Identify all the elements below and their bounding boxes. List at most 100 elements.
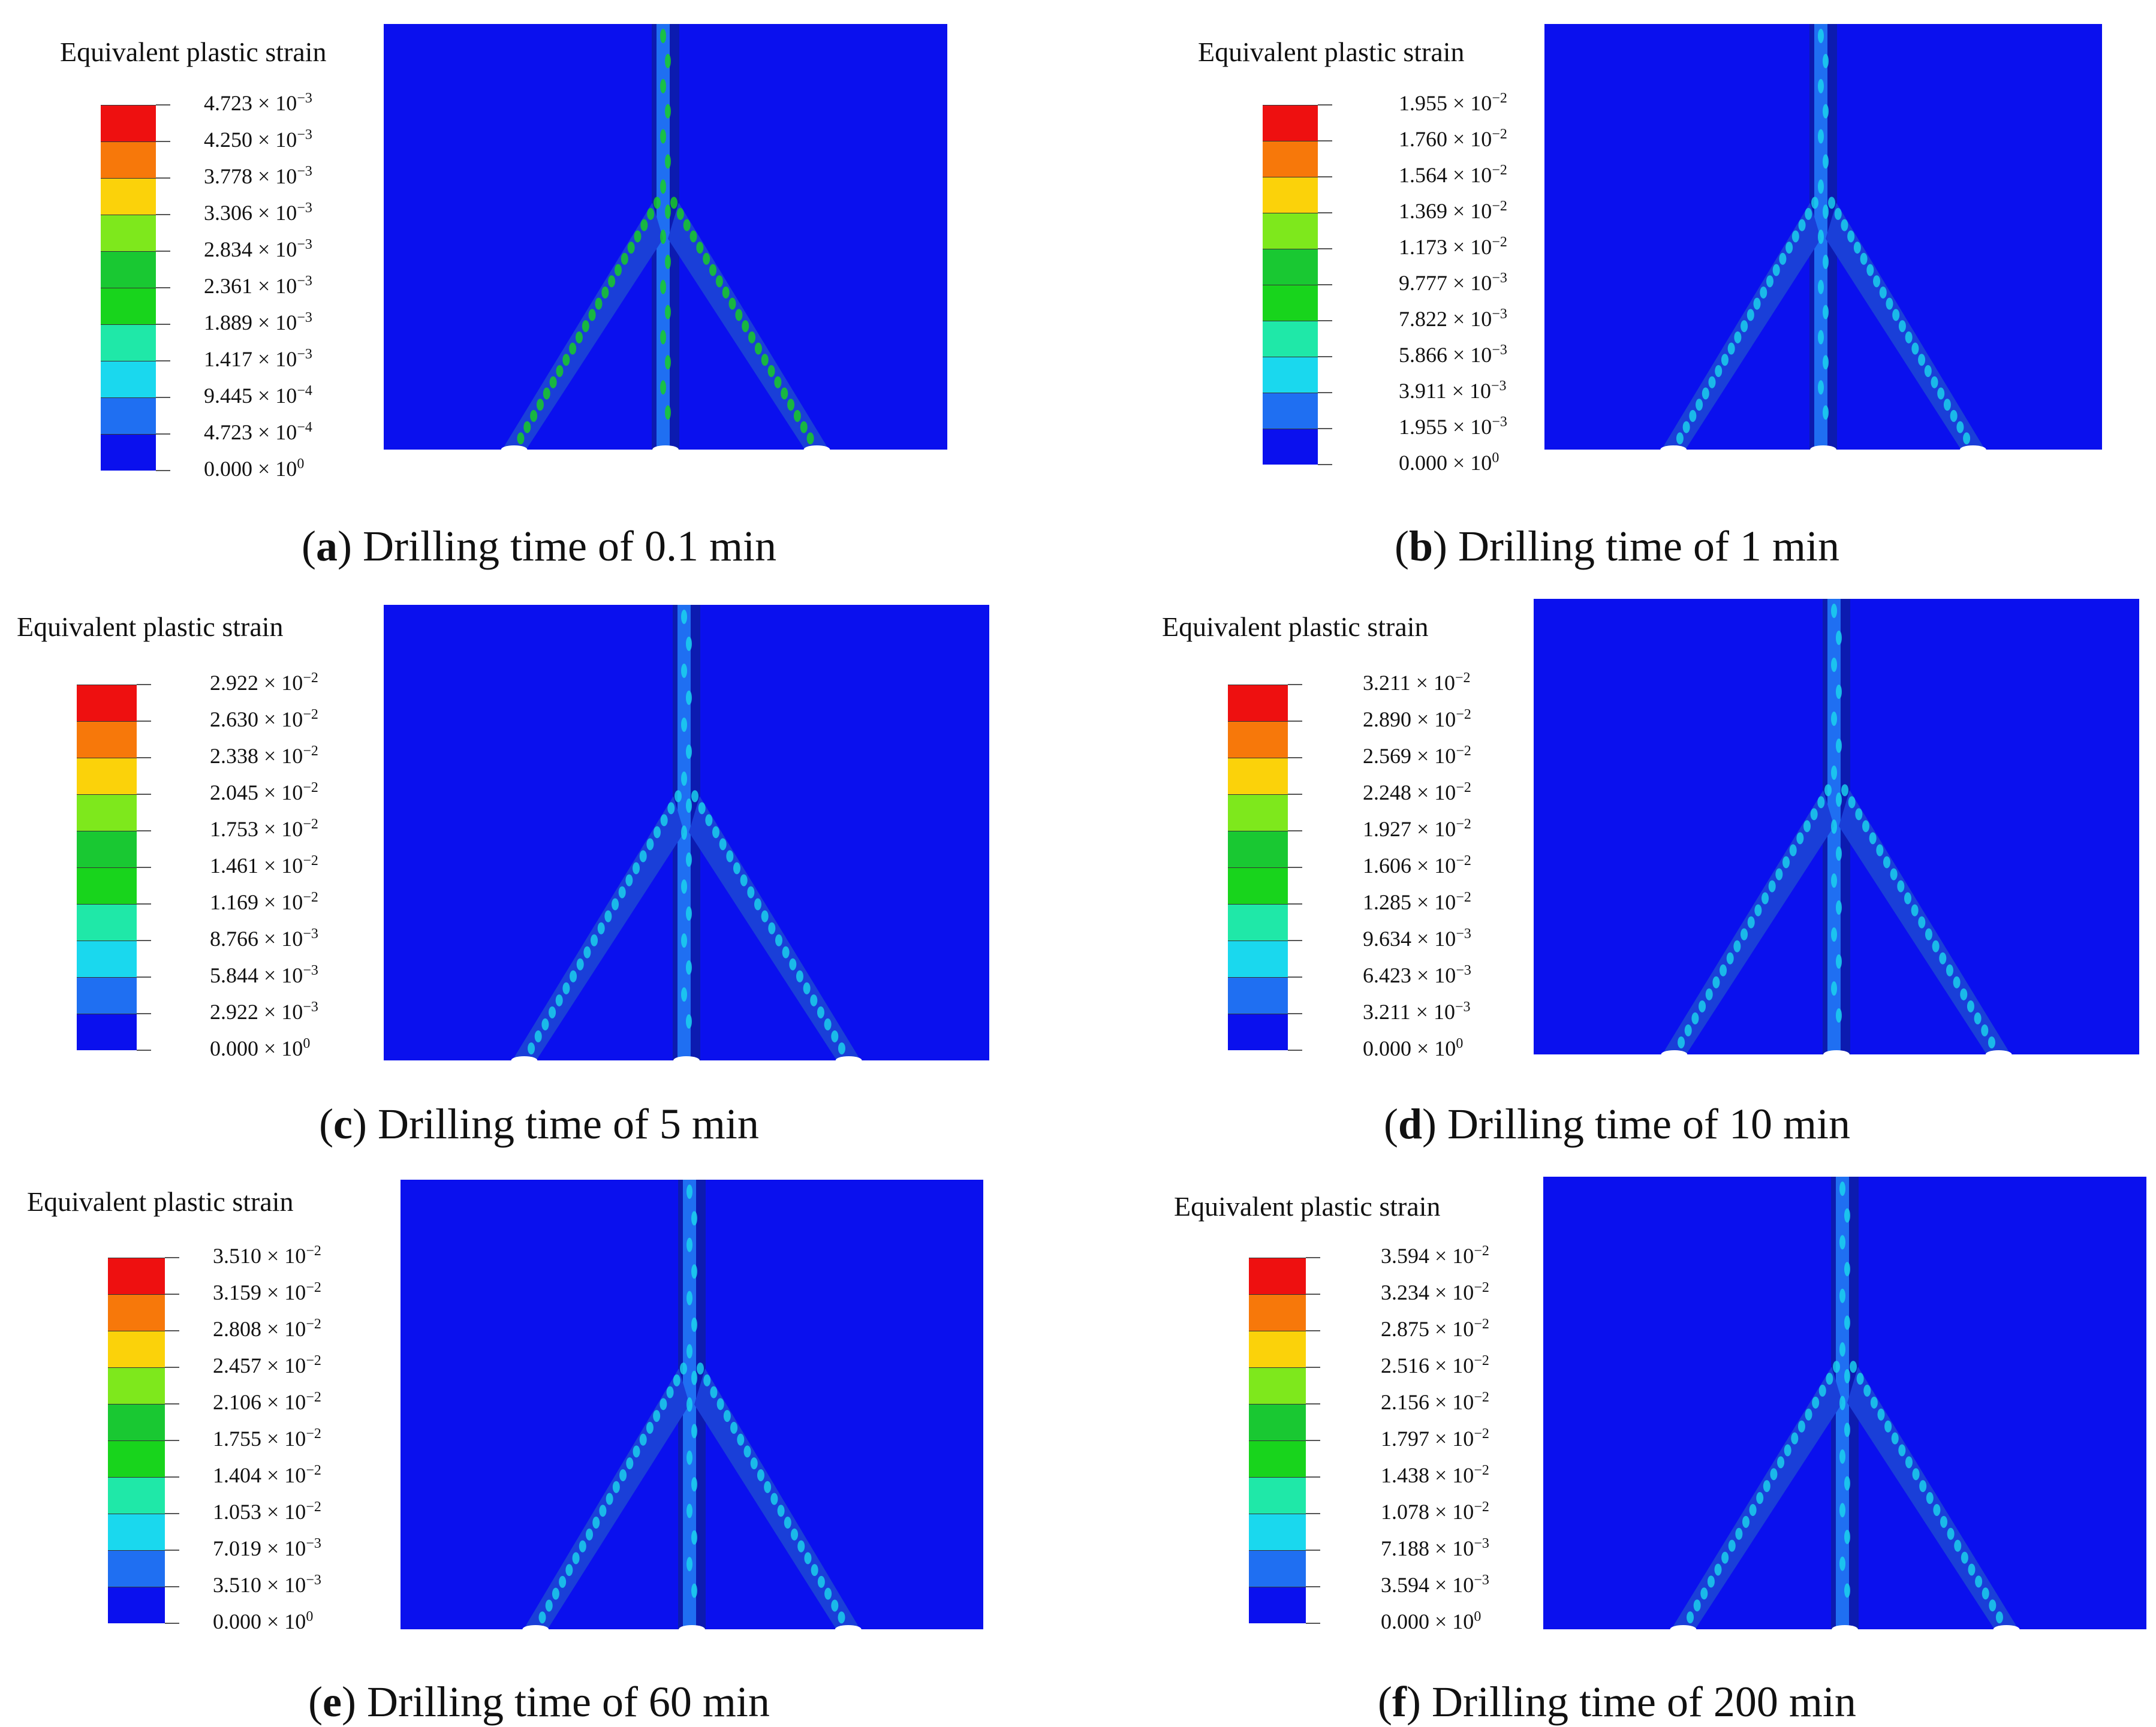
strain-speckle xyxy=(1926,1492,1934,1505)
legend-exponent: −3 xyxy=(303,999,318,1015)
strain-speckle xyxy=(639,1433,647,1446)
legend-times: × 10 xyxy=(261,1244,306,1268)
legend-mantissa: 3.778 xyxy=(204,164,252,188)
strain-speckle xyxy=(723,1410,731,1422)
strain-speckle xyxy=(691,1583,697,1598)
legend-tick xyxy=(1318,464,1332,465)
legend-times: × 10 xyxy=(1411,963,1456,987)
strain-speckle xyxy=(1742,1515,1750,1528)
legend-mantissa: 2.248 xyxy=(1363,780,1411,804)
strain-speckle xyxy=(1741,928,1748,941)
legend-tick xyxy=(1318,176,1332,177)
strain-speckle xyxy=(691,1317,697,1332)
legend-tick xyxy=(165,1294,179,1295)
strain-speckle xyxy=(647,207,655,220)
caption-open-paren: ( xyxy=(308,1678,323,1726)
strain-speckle xyxy=(681,771,687,786)
legend-tick xyxy=(1306,1586,1320,1587)
legend-mantissa: 8.766 xyxy=(210,927,258,951)
color-band xyxy=(1249,1587,1306,1623)
strain-speckle xyxy=(1860,252,1868,265)
strain-speckle xyxy=(1782,856,1790,869)
legend-exponent: −3 xyxy=(297,200,312,216)
legend-tick xyxy=(137,830,151,831)
strain-speckle xyxy=(803,982,811,994)
strain-speckle xyxy=(1892,309,1900,321)
strain-speckle xyxy=(1831,765,1837,780)
strain-speckle xyxy=(1684,1024,1692,1036)
legend-exponent: −2 xyxy=(1456,853,1471,869)
strain-speckle xyxy=(800,421,808,433)
strain-speckle xyxy=(1834,207,1842,220)
strain-speckle xyxy=(576,958,584,971)
strain-speckle xyxy=(1733,940,1741,953)
strain-speckle xyxy=(698,802,706,815)
legend-mantissa: 1.438 xyxy=(1381,1463,1429,1487)
strain-speckle xyxy=(536,399,544,411)
legend-value: 2.922 × 10−3 xyxy=(210,999,318,1024)
color-band xyxy=(1228,685,1288,721)
strain-speckle xyxy=(1855,808,1863,821)
strain-speckle xyxy=(572,1552,580,1565)
legend-times: × 10 xyxy=(261,1317,306,1341)
strain-speckle xyxy=(1931,376,1938,388)
strain-speckle xyxy=(697,1363,704,1375)
strain-speckle xyxy=(1760,286,1767,299)
strain-speckle xyxy=(1785,242,1793,254)
legend-title: Equivalent plastic strain xyxy=(17,611,284,642)
strain-speckle xyxy=(789,958,797,971)
color-band xyxy=(108,1367,165,1404)
strain-speckle xyxy=(1841,219,1848,231)
legend-exponent: −3 xyxy=(1474,1572,1489,1588)
legend-exponent: −2 xyxy=(1474,1390,1489,1405)
caption-open-paren: ( xyxy=(1378,1678,1393,1726)
color-band xyxy=(108,1258,165,1294)
legend-mantissa: 9.777 xyxy=(1399,271,1447,295)
borehole-outlet xyxy=(673,1056,700,1060)
color-band xyxy=(1228,721,1288,758)
strain-speckle xyxy=(1818,179,1824,194)
legend-mantissa: 2.808 xyxy=(213,1317,261,1341)
strain-speckle xyxy=(633,1445,640,1458)
legend-value: 1.955 × 10−2 xyxy=(1399,91,1507,116)
legend-value: 4.723 × 10−3 xyxy=(204,91,312,116)
legend-value: 2.156 × 10−2 xyxy=(1381,1390,1489,1415)
color-band xyxy=(101,397,156,434)
legend-value: 3.159 × 10−2 xyxy=(213,1280,321,1305)
strain-contour-plot xyxy=(401,1180,983,1629)
legend-value: 3.594 × 10−3 xyxy=(1381,1572,1489,1598)
legend-mantissa: 1.369 xyxy=(1399,199,1447,223)
legend-tick xyxy=(137,903,151,905)
strain-speckle xyxy=(1772,264,1780,276)
legend-mantissa: 3.911 xyxy=(1399,379,1447,403)
legend-mantissa: 9.445 xyxy=(204,384,252,408)
legend-times: × 10 xyxy=(258,1000,303,1024)
color-band xyxy=(77,721,137,758)
strain-speckle xyxy=(1989,1599,1997,1612)
legend-mantissa: 4.723 xyxy=(204,91,252,115)
legend-value: 5.866 × 10−3 xyxy=(1399,342,1507,367)
strain-speckle xyxy=(1831,819,1837,834)
legend-mantissa: 5.844 xyxy=(210,963,258,987)
strain-speckle xyxy=(1925,928,1932,941)
strain-speckle xyxy=(619,1469,627,1481)
legend-value: 2.338 × 10−2 xyxy=(210,743,318,768)
strain-speckle xyxy=(691,1264,697,1279)
legend-exponent: −3 xyxy=(297,310,312,325)
strain-speckle xyxy=(1839,1503,1845,1518)
color-band xyxy=(1228,904,1288,941)
strain-speckle xyxy=(1714,1563,1722,1576)
legend-times: × 10 xyxy=(1410,671,1455,695)
legend-times: × 10 xyxy=(261,1500,306,1524)
strain-speckle xyxy=(1839,1235,1845,1250)
legend-times: × 10 xyxy=(258,927,303,951)
caption-text: ) Drilling time of 1 min xyxy=(1433,522,1839,570)
strain-speckle xyxy=(681,933,687,948)
panel-c: Equivalent plastic strain 2.922 × 10−2 2.6… xyxy=(0,575,1078,1150)
legend-mantissa: 1.053 xyxy=(213,1500,261,1524)
legend-tick xyxy=(1288,721,1302,722)
legend-exponent: 0 xyxy=(297,456,305,472)
strain-speckle xyxy=(1975,1575,1983,1588)
strain-speckle xyxy=(1823,53,1829,68)
color-band xyxy=(77,831,137,867)
